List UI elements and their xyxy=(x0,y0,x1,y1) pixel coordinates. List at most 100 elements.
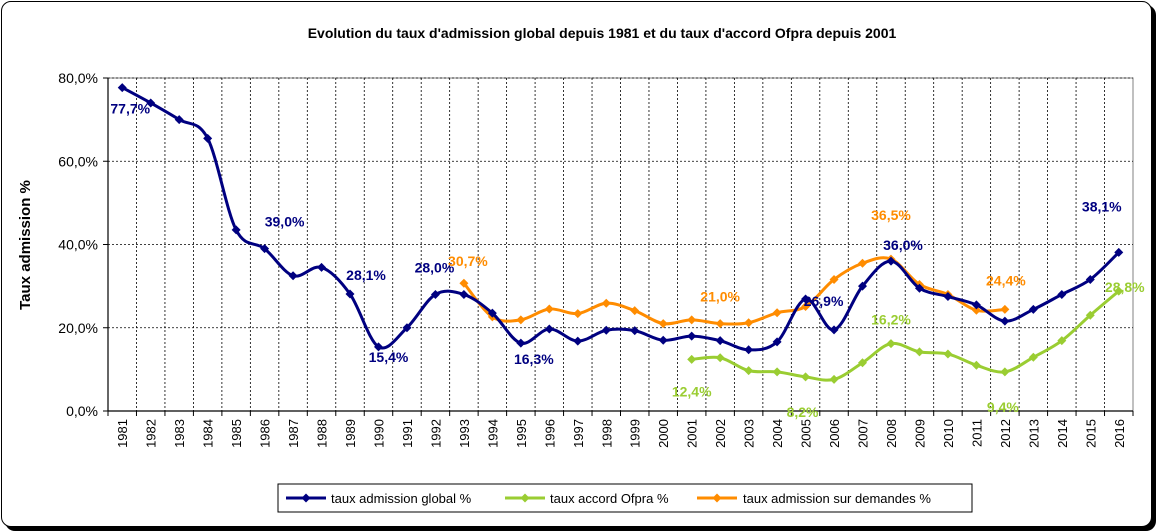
x-tick-label: 2006 xyxy=(827,419,842,448)
data-point xyxy=(288,271,298,281)
x-tick-label: 2012 xyxy=(998,419,1013,448)
y-tick-label: 60,0% xyxy=(58,153,98,169)
x-tick-label: 1996 xyxy=(542,419,557,448)
legend-item-1: taux accord Ofpra % xyxy=(505,491,669,506)
data-label: 16,3% xyxy=(514,351,554,367)
data-point xyxy=(744,318,754,328)
x-tick-label: 1991 xyxy=(400,419,415,448)
data-point xyxy=(971,360,981,370)
data-point xyxy=(1085,274,1095,284)
x-tick-label: 1984 xyxy=(201,419,216,448)
data-point xyxy=(630,306,640,316)
x-tick-label: 1992 xyxy=(428,419,443,448)
data-point xyxy=(801,302,811,312)
data-point xyxy=(402,323,412,333)
data-point xyxy=(1085,310,1095,320)
data-point xyxy=(544,304,554,314)
x-tick-label: 1990 xyxy=(371,419,386,448)
data-point xyxy=(687,315,697,325)
data-point xyxy=(943,349,953,359)
data-point xyxy=(886,256,896,266)
data-point xyxy=(687,331,697,341)
data-label: 12,4% xyxy=(672,383,712,399)
data-point xyxy=(1114,286,1124,296)
x-tick-label: 2005 xyxy=(799,419,814,448)
legend-box xyxy=(277,483,973,513)
data-point xyxy=(858,358,868,368)
data-label: 30,7% xyxy=(448,253,488,269)
data-point xyxy=(1000,367,1010,377)
y-tick-label: 0,0% xyxy=(66,403,98,419)
data-label: 39,0% xyxy=(265,214,305,230)
data-point xyxy=(715,336,725,346)
x-tick-label: 2001 xyxy=(685,419,700,448)
data-label: 9,4% xyxy=(987,399,1019,415)
legend-label: taux accord Ofpra % xyxy=(550,491,669,506)
legend-swatch-marker xyxy=(712,493,722,503)
data-point xyxy=(829,325,839,335)
data-point xyxy=(1028,304,1038,314)
data-label: 28,1% xyxy=(346,267,386,283)
data-point xyxy=(345,289,355,299)
data-label: 24,4% xyxy=(986,272,1026,288)
data-point xyxy=(573,309,583,319)
x-tick-label: 1995 xyxy=(514,419,529,448)
x-tick-label: 1993 xyxy=(457,419,472,448)
x-tick-label: 2004 xyxy=(770,419,785,448)
x-tick-label: 2007 xyxy=(856,419,871,448)
data-point xyxy=(1000,316,1010,326)
data-point xyxy=(1114,247,1124,257)
data-point xyxy=(1000,304,1010,314)
x-tick-label: 1988 xyxy=(315,419,330,448)
x-tick-label: 1998 xyxy=(599,419,614,448)
data-point xyxy=(544,324,554,334)
chart-title: Evolution du taux d'admission global dep… xyxy=(308,25,897,41)
data-point xyxy=(772,337,782,347)
data-label: 8,2% xyxy=(787,404,819,420)
data-point xyxy=(715,319,725,329)
data-point xyxy=(260,244,270,254)
data-point xyxy=(658,319,668,329)
data-point xyxy=(687,354,697,364)
data-label: 16,2% xyxy=(871,312,911,328)
legend-item-0: taux admission global % xyxy=(286,491,472,506)
data-point xyxy=(516,315,526,325)
data-point xyxy=(573,336,583,346)
data-point xyxy=(744,345,754,355)
y-tick-label: 40,0% xyxy=(58,237,98,253)
data-label: 28,0% xyxy=(415,259,455,275)
data-label: 77,7% xyxy=(110,101,150,117)
data-point xyxy=(744,366,754,376)
plot-area: 0,0% 20,0% 40,0% 60,0% 80,0% 1981 1982 1983 1984… xyxy=(58,70,1145,448)
data-label: 36,5% xyxy=(871,207,911,223)
x-tick-label: 1999 xyxy=(628,419,643,448)
data-point xyxy=(658,335,668,345)
data-point xyxy=(373,342,383,352)
data-label: 38,1% xyxy=(1082,198,1122,214)
x-tick-label: 1986 xyxy=(258,419,273,448)
data-point xyxy=(317,262,327,272)
data-label: 36,0% xyxy=(883,237,923,253)
data-point xyxy=(914,283,924,293)
data-point xyxy=(829,374,839,384)
data-point xyxy=(801,372,811,382)
x-tick-label: 1987 xyxy=(286,419,301,448)
x-tick-label: 2013 xyxy=(1026,419,1041,448)
data-point xyxy=(971,300,981,310)
data-point xyxy=(146,98,156,108)
data-point xyxy=(1057,336,1067,346)
y-axis-label: Taux admission % xyxy=(17,180,34,310)
data-point xyxy=(1028,352,1038,362)
data-point xyxy=(231,225,241,235)
x-tick-label: 1982 xyxy=(144,419,159,448)
data-point xyxy=(459,289,469,299)
data-point xyxy=(630,326,640,336)
y-tick-label: 20,0% xyxy=(58,320,98,336)
legend: taux admission global % taux accord Ofpra… xyxy=(277,483,973,513)
data-label: 28,8% xyxy=(1105,279,1145,295)
x-tick-label: 1983 xyxy=(172,419,187,448)
data-point xyxy=(1057,289,1067,299)
x-tick-label: 2002 xyxy=(713,419,728,448)
x-tick-label: 2003 xyxy=(742,419,757,448)
